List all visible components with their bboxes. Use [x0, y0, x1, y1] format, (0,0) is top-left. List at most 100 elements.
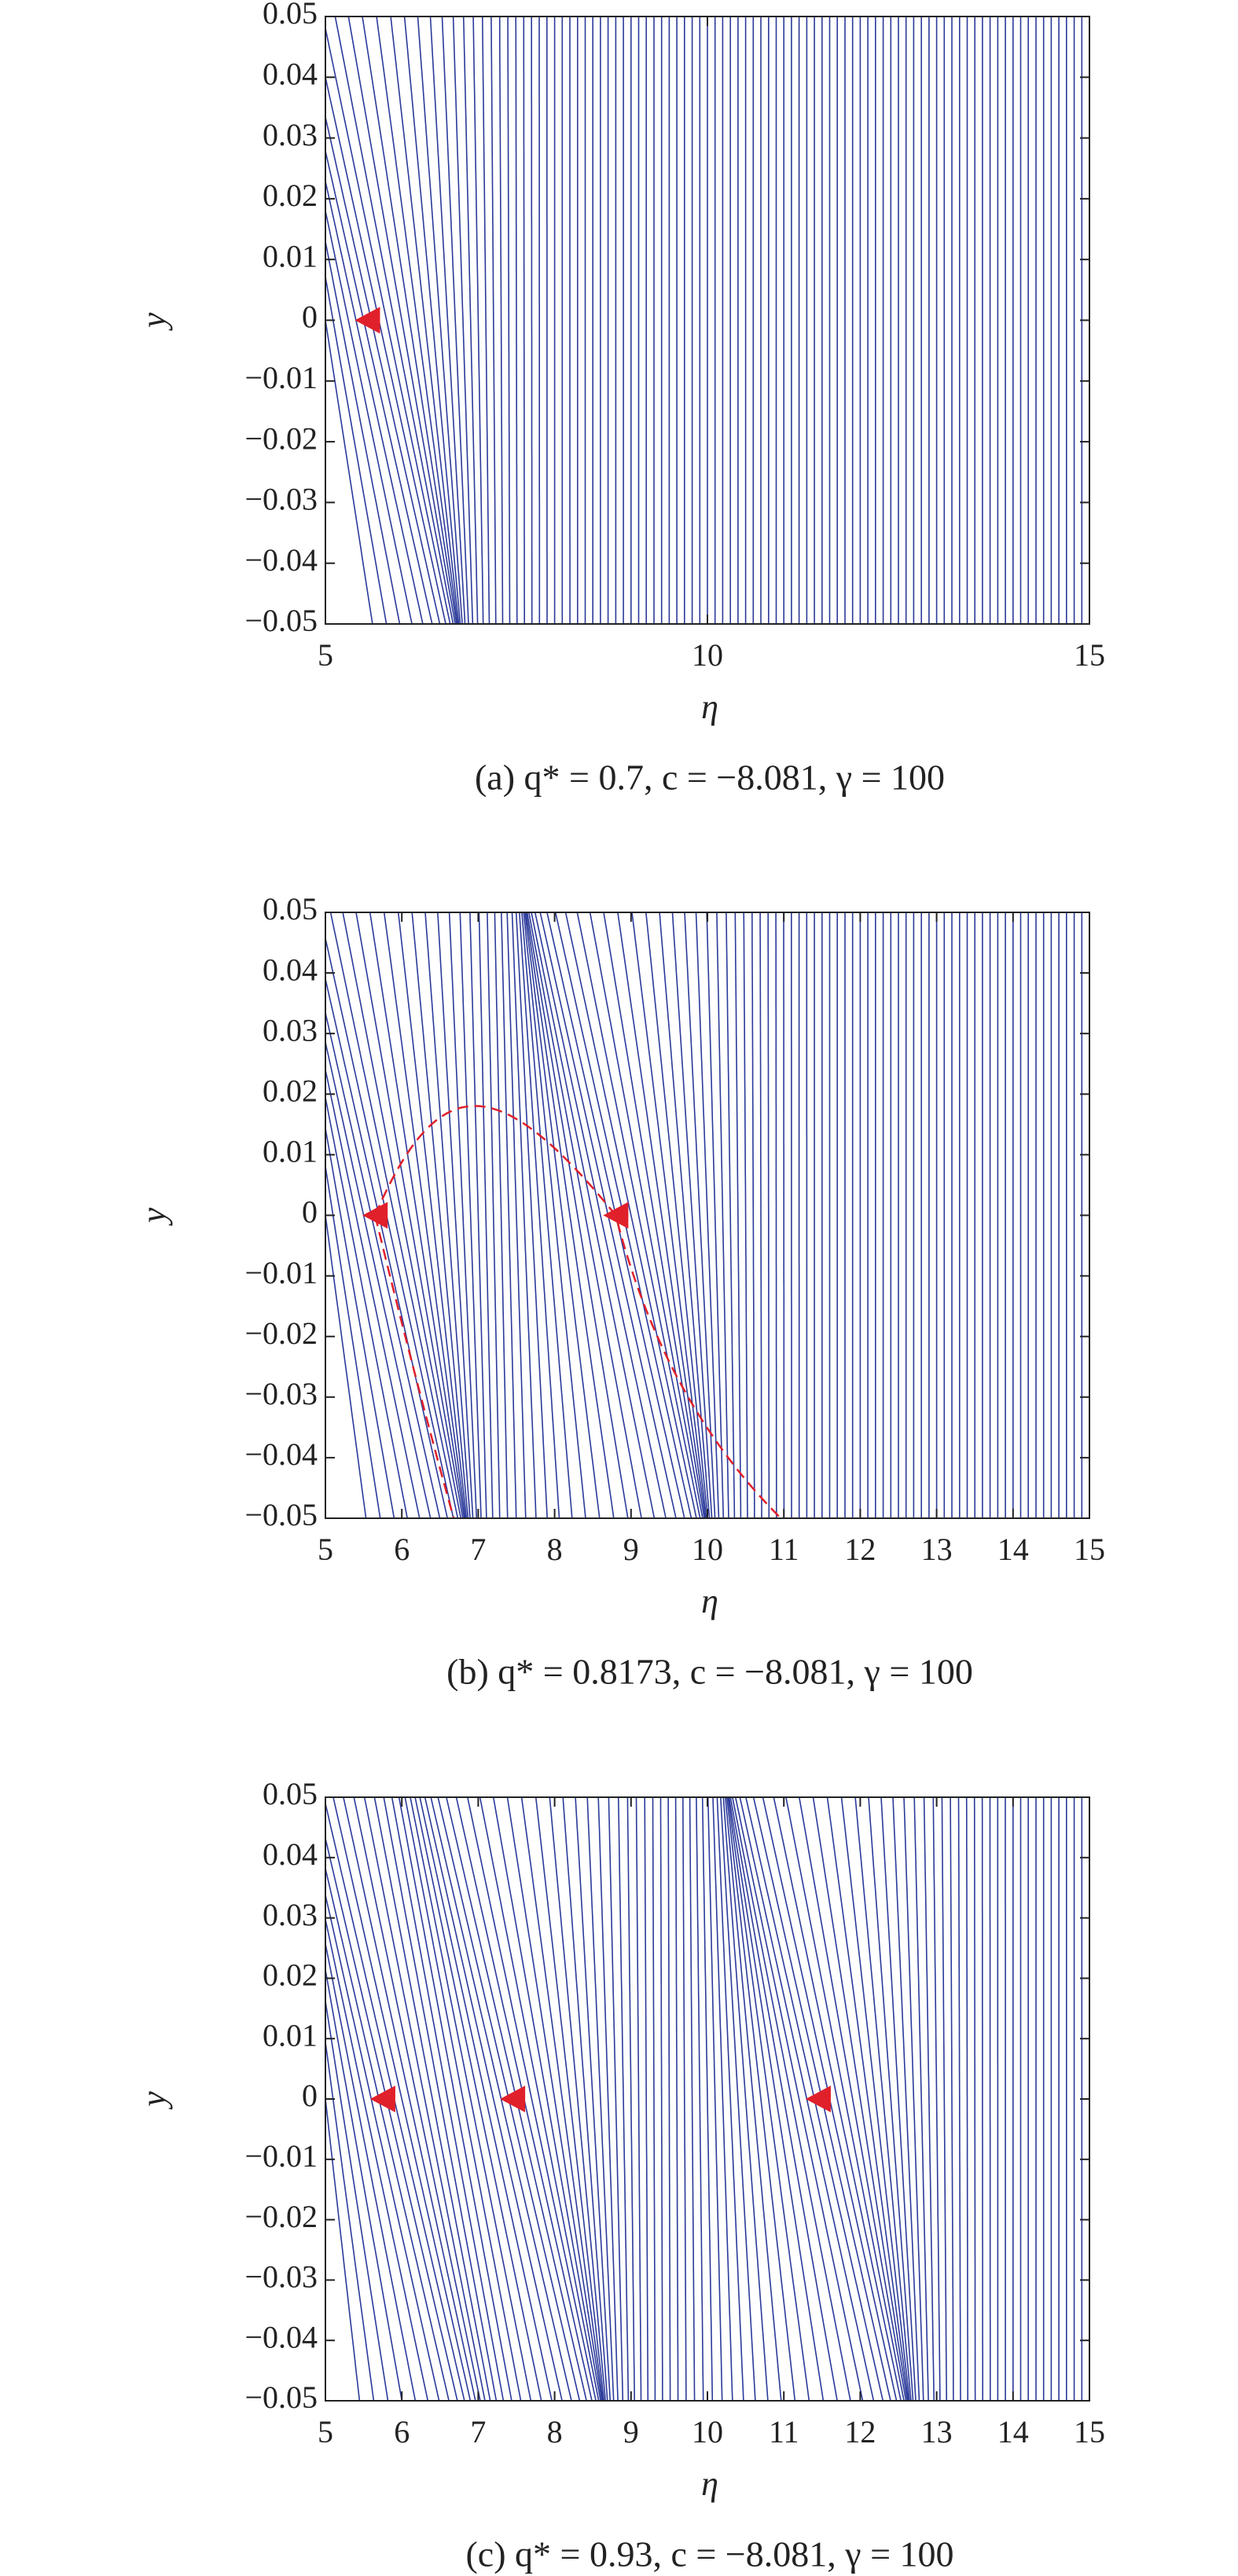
equilibrium-point — [603, 1202, 629, 1229]
trajectory — [325, 1066, 421, 1518]
y-tick-label: 0.01 — [263, 238, 318, 273]
trajectory — [343, 1797, 476, 2401]
equilibrium-point — [369, 2086, 395, 2112]
trajectory — [531, 17, 533, 624]
trajectory — [519, 912, 560, 1518]
trajectory — [441, 17, 469, 624]
trajectory — [494, 912, 509, 1518]
separatrix — [373, 1215, 455, 1518]
trajectory — [325, 2093, 361, 2401]
y-tick-label: 0.05 — [263, 1776, 318, 1811]
y-tick-label: 0.01 — [263, 2017, 318, 2053]
trajectory — [549, 1797, 606, 2401]
trajectory — [626, 1797, 635, 2401]
x-tick-label: 12 — [844, 2414, 876, 2449]
trajectory — [524, 912, 601, 1518]
y-tick-label: −0.01 — [244, 1255, 318, 1290]
trajectory — [652, 1797, 656, 2401]
equilibrium-point — [500, 2086, 526, 2112]
trajectory — [840, 1797, 910, 2401]
trajectory — [362, 17, 457, 624]
y-tick-label: 0.02 — [263, 178, 318, 213]
x-tick-label: 10 — [692, 2414, 723, 2449]
x-tick-label: 15 — [1074, 2414, 1105, 2449]
x-tick-label: 5 — [318, 637, 333, 673]
plot-area — [325, 17, 1089, 624]
trajectory — [424, 912, 471, 1518]
plot-area — [325, 1797, 1089, 2401]
equilibrium-point — [362, 1202, 388, 1229]
trajectory — [515, 912, 548, 1518]
trajectory — [712, 1797, 733, 2401]
x-tick-label: 9 — [623, 1532, 639, 1567]
trajectory — [391, 1797, 505, 2401]
trajectory — [773, 1797, 902, 2401]
trajectory — [459, 912, 482, 1518]
trajectory — [671, 912, 713, 1518]
trajectory — [429, 17, 466, 624]
y-tick-label: −0.01 — [244, 360, 318, 395]
trajectory — [383, 912, 466, 1518]
y-tick-label: −0.02 — [244, 420, 318, 456]
trajectory — [645, 912, 709, 1518]
trajectory — [725, 1797, 782, 2401]
trajectory — [526, 912, 629, 1518]
trajectory — [325, 1125, 395, 1518]
y-tick-label: 0.05 — [263, 891, 318, 927]
trajectory — [631, 912, 707, 1518]
trajectory — [759, 912, 762, 1518]
x-tick-label: 14 — [997, 1532, 1029, 1567]
trajectory — [398, 1797, 512, 2401]
trajectory — [575, 1797, 612, 2401]
y-tick-label: 0.02 — [263, 1073, 318, 1108]
trajectory — [682, 1797, 687, 2401]
trajectory — [521, 912, 573, 1518]
trajectory — [531, 912, 656, 1518]
trajectory — [414, 1797, 542, 2401]
trajectory — [332, 1797, 472, 2401]
trajectory — [903, 1797, 924, 2401]
equilibrium-point — [805, 2086, 831, 2112]
trajectory — [479, 1797, 600, 2401]
trajectory — [720, 1797, 756, 2401]
x-tick-label: 6 — [394, 1532, 410, 1567]
x-axis-label: η — [701, 2464, 718, 2503]
trajectory — [325, 1094, 408, 1518]
trajectory — [689, 1797, 696, 2401]
trajectory — [743, 912, 748, 1518]
trajectory — [325, 1940, 417, 2401]
trajectory — [726, 1797, 796, 2401]
trajectory — [325, 238, 401, 624]
trajectory — [965, 1797, 968, 2401]
trajectory — [674, 1797, 679, 2401]
trajectory — [667, 1797, 671, 2401]
trajectory — [325, 1210, 367, 1518]
trajectory — [716, 1797, 744, 2401]
trajectory — [501, 912, 517, 1518]
x-tick-label: 11 — [769, 2414, 799, 2449]
trajectory — [424, 1797, 563, 2401]
trajectory — [696, 1797, 704, 2401]
y-tick-label: −0.04 — [244, 2319, 318, 2354]
x-tick-label: 8 — [547, 2414, 563, 2449]
y-tick-label: 0.02 — [263, 1958, 318, 1993]
y-tick-label: −0.04 — [244, 542, 318, 578]
trajectory — [562, 1797, 608, 2401]
trajectory — [892, 1797, 920, 2401]
trajectory — [957, 1797, 961, 2401]
trajectory — [854, 1797, 912, 2401]
trajectory — [334, 17, 454, 624]
trajectory — [775, 912, 777, 1518]
x-tick-label: 5 — [318, 1532, 333, 1567]
x-tick-label: 13 — [921, 2414, 953, 2449]
trajectory — [701, 1797, 714, 2401]
y-tick-label: 0.04 — [263, 56, 318, 91]
trajectory — [469, 912, 487, 1518]
trajectory — [734, 1797, 864, 2401]
trajectory — [716, 912, 729, 1518]
trajectory — [492, 1797, 601, 2401]
trajectory — [706, 912, 725, 1518]
y-tick-label: −0.03 — [244, 482, 318, 517]
trajectory — [325, 1966, 403, 2401]
trajectory — [644, 1797, 649, 2401]
